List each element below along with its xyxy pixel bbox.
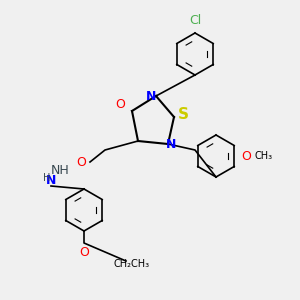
- Text: CH₃: CH₃: [255, 151, 273, 161]
- Text: S: S: [178, 106, 188, 122]
- Text: O: O: [241, 149, 251, 163]
- Text: CH₂CH₃: CH₂CH₃: [114, 259, 150, 269]
- Text: H: H: [43, 172, 50, 183]
- Text: N: N: [146, 89, 157, 103]
- Text: Cl: Cl: [189, 14, 201, 28]
- Text: O: O: [76, 155, 86, 169]
- Text: O: O: [115, 98, 125, 112]
- Text: N: N: [166, 137, 176, 151]
- Text: N: N: [46, 173, 56, 187]
- Text: NH: NH: [51, 164, 69, 178]
- Text: O: O: [79, 245, 89, 259]
